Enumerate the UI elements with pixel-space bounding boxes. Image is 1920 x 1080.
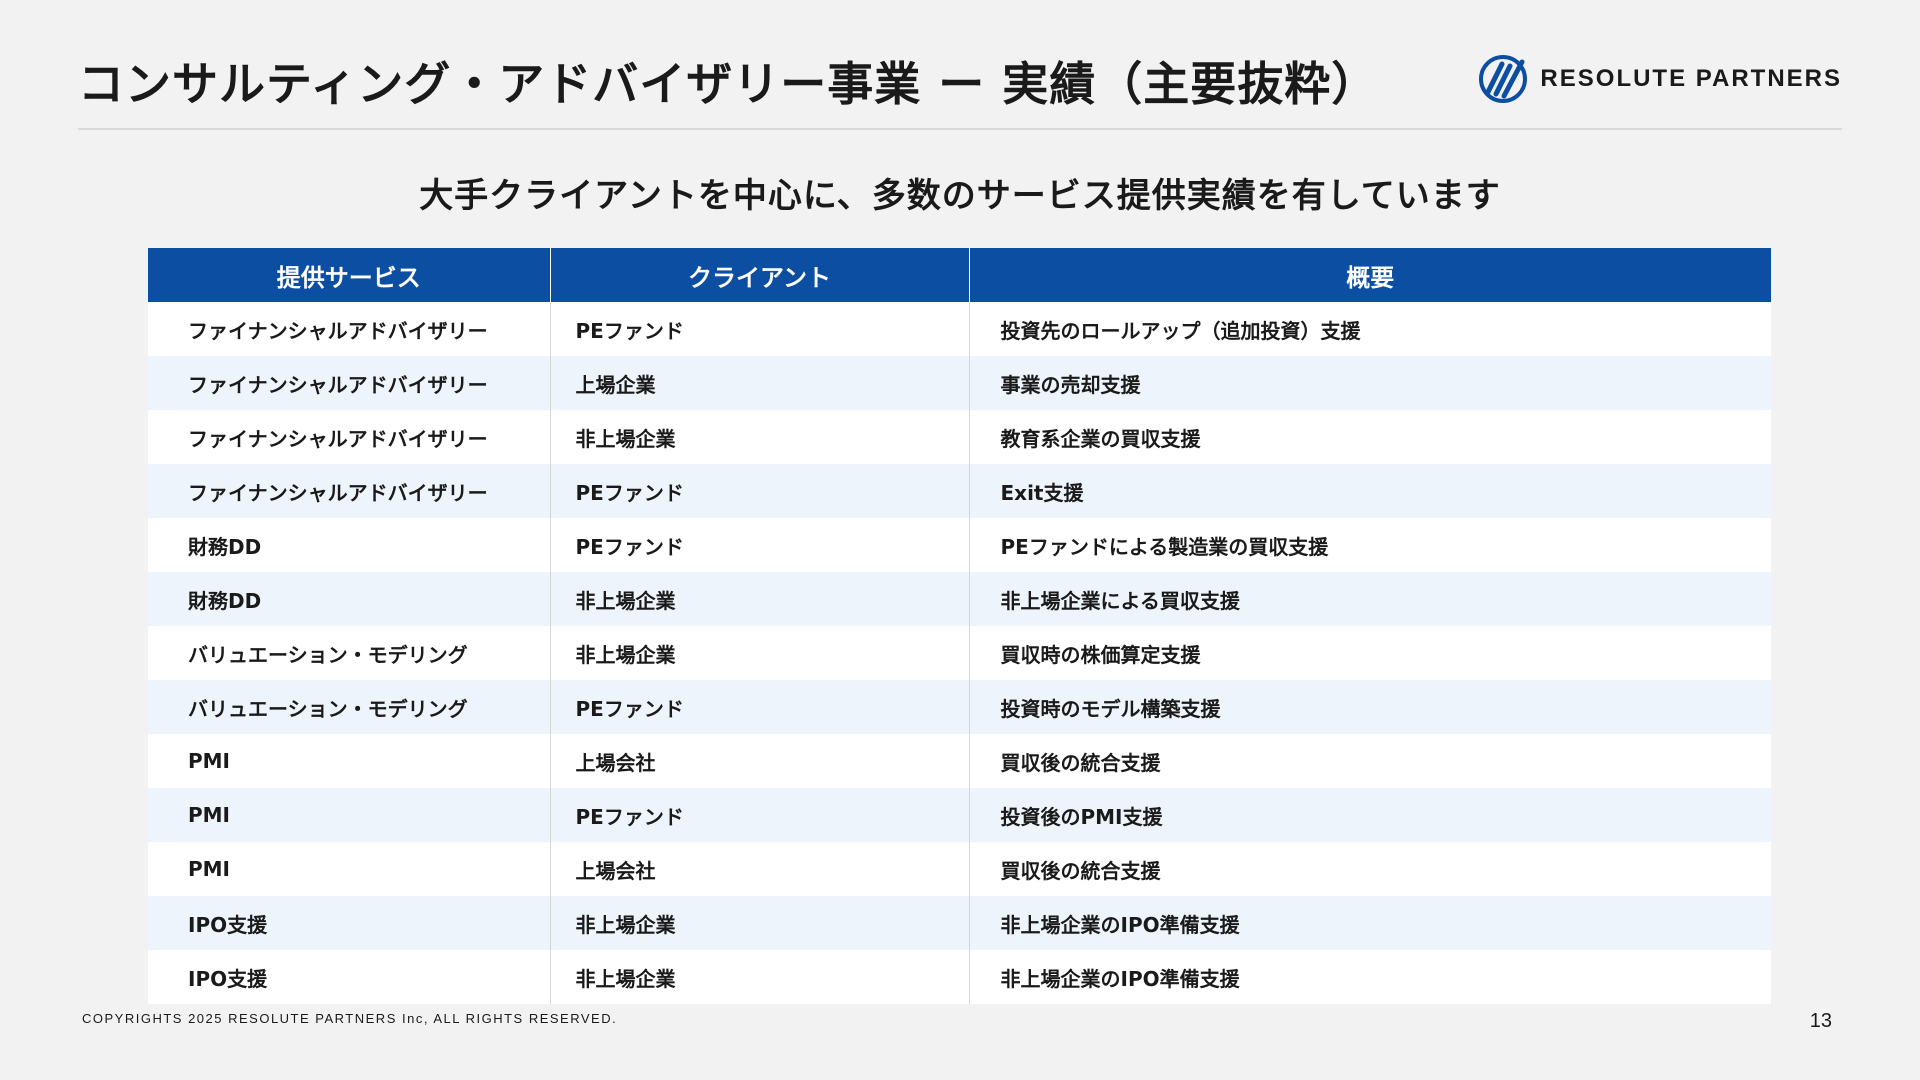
cell-summary: 非上場企業のIPO準備支援 (969, 950, 1771, 1004)
table-row: PMI 上場会社 買収後の統合支援 (148, 734, 1771, 788)
cell-summary: Exit支援 (969, 464, 1771, 518)
cell-summary: 買収時の株価算定支援 (969, 626, 1771, 680)
header-summary: 概要 (969, 248, 1771, 302)
table-row: 財務DD PEファンド PEファンドによる製造業の買収支援 (148, 518, 1771, 572)
table-row: ファイナンシャルアドバイザリー PEファンド 投資先のロールアップ（追加投資）支援 (148, 302, 1771, 356)
cell-client: PEファンド (550, 788, 970, 842)
cell-summary: 投資先のロールアップ（追加投資）支援 (969, 302, 1771, 356)
table-row: IPO支援 非上場企業 非上場企業のIPO準備支援 (148, 950, 1771, 1004)
slide-header: コンサルティング・アドバイザリー事業 ー 実績（主要抜粋） RESOLUTE P… (78, 38, 1842, 130)
cell-service: IPO支援 (148, 950, 551, 1004)
cell-client: 非上場企業 (550, 950, 970, 1004)
table-row: PMI PEファンド 投資後のPMI支援 (148, 788, 1771, 842)
header-client: クライアント (550, 248, 970, 302)
cell-summary: 買収後の統合支援 (969, 734, 1771, 788)
cell-client: 非上場企業 (550, 626, 970, 680)
cell-client: 上場会社 (550, 842, 970, 896)
cell-client: 非上場企業 (550, 410, 970, 464)
cell-client: 非上場企業 (550, 896, 970, 950)
table-row: IPO支援 非上場企業 非上場企業のIPO準備支援 (148, 896, 1771, 950)
cell-client: PEファンド (550, 680, 970, 734)
header-service: 提供サービス (148, 248, 551, 302)
page-number: 13 (1809, 1010, 1832, 1032)
results-table: 提供サービス クライアント 概要 ファイナンシャルアドバイザリー PEファンド 投資… (148, 248, 1771, 1004)
cell-service: 財務DD (148, 572, 551, 626)
table-row: PMI 上場会社 買収後の統合支援 (148, 842, 1771, 896)
table-row: ファイナンシャルアドバイザリー 非上場企業 教育系企業の買収支援 (148, 410, 1771, 464)
cell-service: PMI (148, 788, 551, 842)
cell-summary: 非上場企業のIPO準備支援 (969, 896, 1771, 950)
cell-summary: 事業の売却支援 (969, 356, 1771, 410)
company-logo: RESOLUTE PARTNERS (1476, 52, 1842, 106)
table-row: バリュエーション・モデリング 非上場企業 買収時の株価算定支援 (148, 626, 1771, 680)
cell-summary: 投資後のPMI支援 (969, 788, 1771, 842)
cell-summary: PEファンドによる製造業の買収支援 (969, 518, 1771, 572)
cell-client: PEファンド (550, 518, 970, 572)
table-body: ファイナンシャルアドバイザリー PEファンド 投資先のロールアップ（追加投資）支援フ… (148, 302, 1771, 1004)
resolute-partners-logo-icon (1479, 55, 1528, 103)
table-row: バリュエーション・モデリング PEファンド 投資時のモデル構築支援 (148, 680, 1771, 734)
table-header-row: 提供サービス クライアント 概要 (148, 248, 1771, 302)
cell-service: バリュエーション・モデリング (148, 680, 551, 734)
cell-summary: 買収後の統合支援 (969, 842, 1771, 896)
table-row: ファイナンシャルアドバイザリー PEファンド Exit支援 (148, 464, 1771, 518)
copyright: COPYRIGHTS 2025 RESOLUTE PARTNERS Inc, A… (82, 1011, 618, 1026)
cell-service: ファイナンシャルアドバイザリー (148, 464, 551, 518)
cell-client: 非上場企業 (550, 572, 970, 626)
table-row: ファイナンシャルアドバイザリー 上場企業 事業の売却支援 (148, 356, 1771, 410)
cell-summary: 投資時のモデル構築支援 (969, 680, 1771, 734)
cell-service: 財務DD (148, 518, 551, 572)
page-title: コンサルティング・アドバイザリー事業 ー 実績（主要抜粋） (78, 57, 1379, 111)
cell-service: PMI (148, 842, 551, 896)
cell-summary: 教育系企業の買収支援 (969, 410, 1771, 464)
cell-summary: 非上場企業による買収支援 (969, 572, 1771, 626)
logo-text: RESOLUTE PARTNERS (1540, 65, 1842, 92)
cell-service: PMI (148, 734, 551, 788)
cell-client: 上場企業 (550, 356, 970, 410)
cell-client: 上場会社 (550, 734, 970, 788)
cell-service: ファイナンシャルアドバイザリー (148, 356, 551, 410)
cell-service: バリュエーション・モデリング (148, 626, 551, 680)
table-row: 財務DD 非上場企業 非上場企業による買収支援 (148, 572, 1771, 626)
cell-service: ファイナンシャルアドバイザリー (148, 410, 551, 464)
cell-service: ファイナンシャルアドバイザリー (148, 302, 551, 356)
cell-service: IPO支援 (148, 896, 551, 950)
cell-client: PEファンド (550, 464, 970, 518)
subtitle: 大手クライアントを中心に、多数のサービス提供実績を有しています (419, 176, 1501, 216)
cell-client: PEファンド (550, 302, 970, 356)
